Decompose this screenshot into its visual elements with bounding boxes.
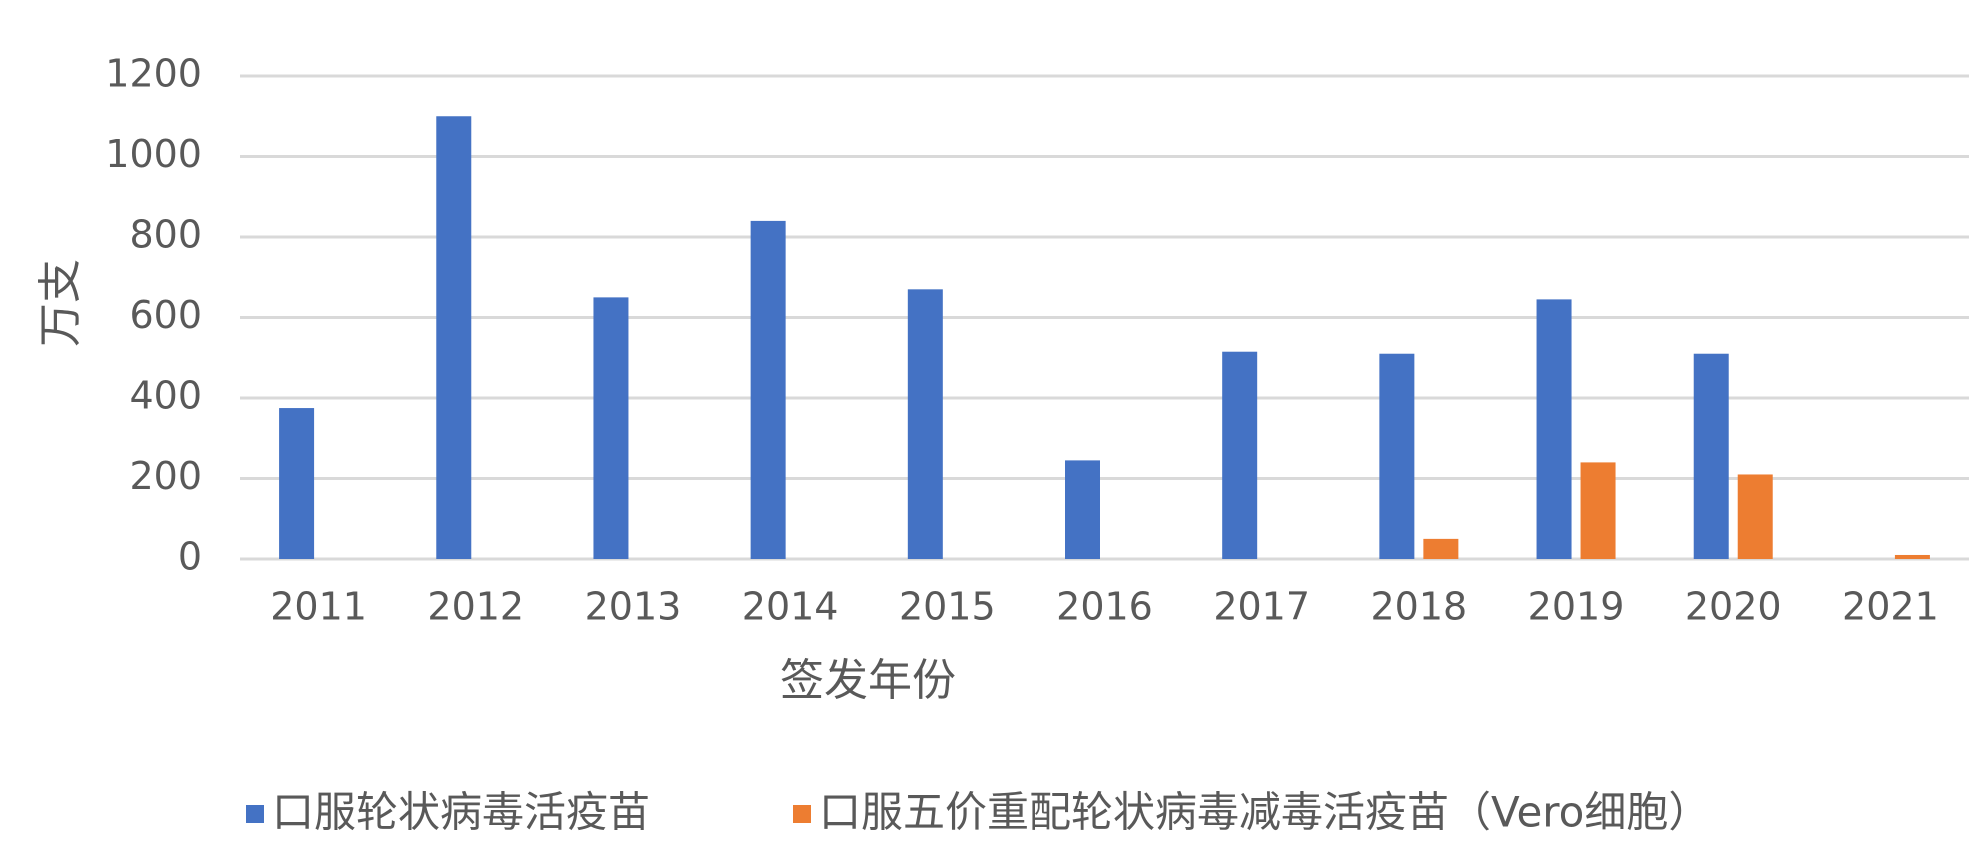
x-axis-title: 签发年份	[780, 655, 956, 706]
x-tick-label: 2020	[1685, 585, 1782, 629]
bar	[279, 408, 315, 559]
bar	[907, 289, 943, 559]
bar	[1580, 462, 1616, 559]
bar	[1737, 474, 1773, 559]
legend-swatch	[793, 805, 811, 823]
x-tick-label: 2018	[1371, 585, 1468, 629]
x-tick-label: 2021	[1842, 585, 1939, 629]
legend-text: 口服五价重配轮状病毒减毒活疫苗（Vero细胞）	[819, 788, 1710, 837]
bar	[1423, 538, 1459, 559]
x-tick-label: 2014	[742, 585, 839, 629]
bar	[1379, 353, 1415, 559]
y-tick-label: 400	[129, 374, 202, 418]
y-tick-label: 0	[178, 535, 202, 579]
bar	[593, 297, 629, 559]
x-tick-label: 2013	[585, 585, 682, 629]
x-tick-label: 2011	[270, 585, 367, 629]
bar	[1693, 353, 1729, 559]
bar	[750, 220, 786, 559]
y-tick-label: 800	[129, 213, 202, 257]
x-tick-label: 2015	[899, 585, 996, 629]
bar	[436, 116, 472, 559]
bar	[1222, 351, 1258, 559]
y-tick-label: 200	[129, 454, 202, 498]
y-tick-label: 1200	[105, 52, 202, 96]
legend-text: 口服轮状病毒活疫苗	[272, 788, 650, 837]
y-tick-label: 1000	[105, 132, 202, 176]
y-axis-title: 万支	[35, 259, 86, 347]
legend-swatch	[246, 805, 264, 823]
x-tick-label: 2016	[1056, 585, 1153, 629]
bar	[1065, 460, 1100, 559]
bar	[1894, 554, 1930, 559]
bar	[1536, 299, 1572, 559]
y-tick-label: 600	[129, 293, 202, 337]
x-tick-label: 2017	[1213, 585, 1310, 629]
x-tick-label: 2012	[427, 585, 524, 629]
x-tick-label: 2019	[1528, 585, 1625, 629]
